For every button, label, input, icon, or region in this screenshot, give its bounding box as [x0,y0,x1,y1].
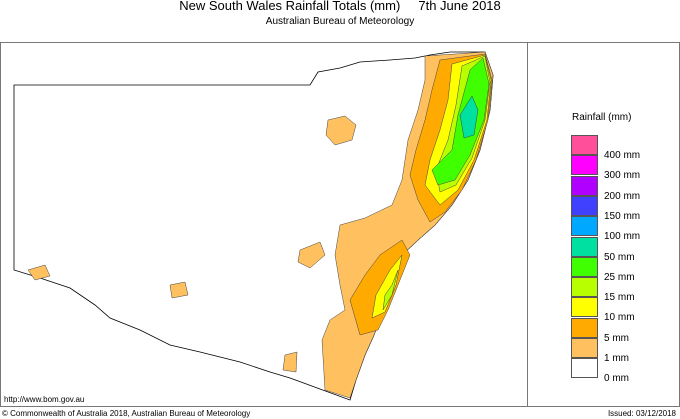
legend-swatch [571,175,598,196]
legend-label: 100 mm [604,231,641,243]
legend-label: 1 mm [604,353,629,364]
legend-swatch [571,338,598,358]
legend-label: 0 mm [604,373,629,385]
legend-swatch [571,297,598,318]
legend-swatch [571,155,598,176]
legend-label: 400 mm [604,150,641,161]
source-url[interactable]: http://www.bom.gov.au [4,395,85,404]
legend-swatch [571,358,598,379]
rainfall-map [13,51,494,401]
legend-swatch [571,256,598,277]
legend-label: 15 mm [604,292,635,304]
legend-label: 25 mm [604,271,635,283]
legend-swatch [571,277,598,298]
legend-label: 5 mm [604,332,629,344]
legend-label: 300 mm [604,170,641,182]
issued-date: Issued: 03/12/2018 [607,409,676,418]
map-title: New South Wales Rainfall Totals (mm) 7th… [179,0,501,13]
legend-swatch [571,317,598,338]
legend-swatch [571,135,598,155]
rain-25mm [431,57,490,186]
legend-swatch [571,195,598,216]
legend-title: Rainfall (mm) [572,112,632,123]
legend-label: 200 mm [604,190,641,202]
rain-patch [27,115,357,373]
map-subtitle: Australian Bureau of Meteorology [265,16,415,27]
legend-label: 10 mm [604,312,635,324]
legend-swatch [571,236,598,257]
legend-label: 50 mm [604,251,635,263]
legend-swatch [571,216,598,237]
rain-50mm [459,95,479,139]
copyright: © Commonwealth of Australia 2018, Austra… [2,409,251,418]
legend-label: 150 mm [604,210,641,222]
legend-divider [527,42,528,407]
